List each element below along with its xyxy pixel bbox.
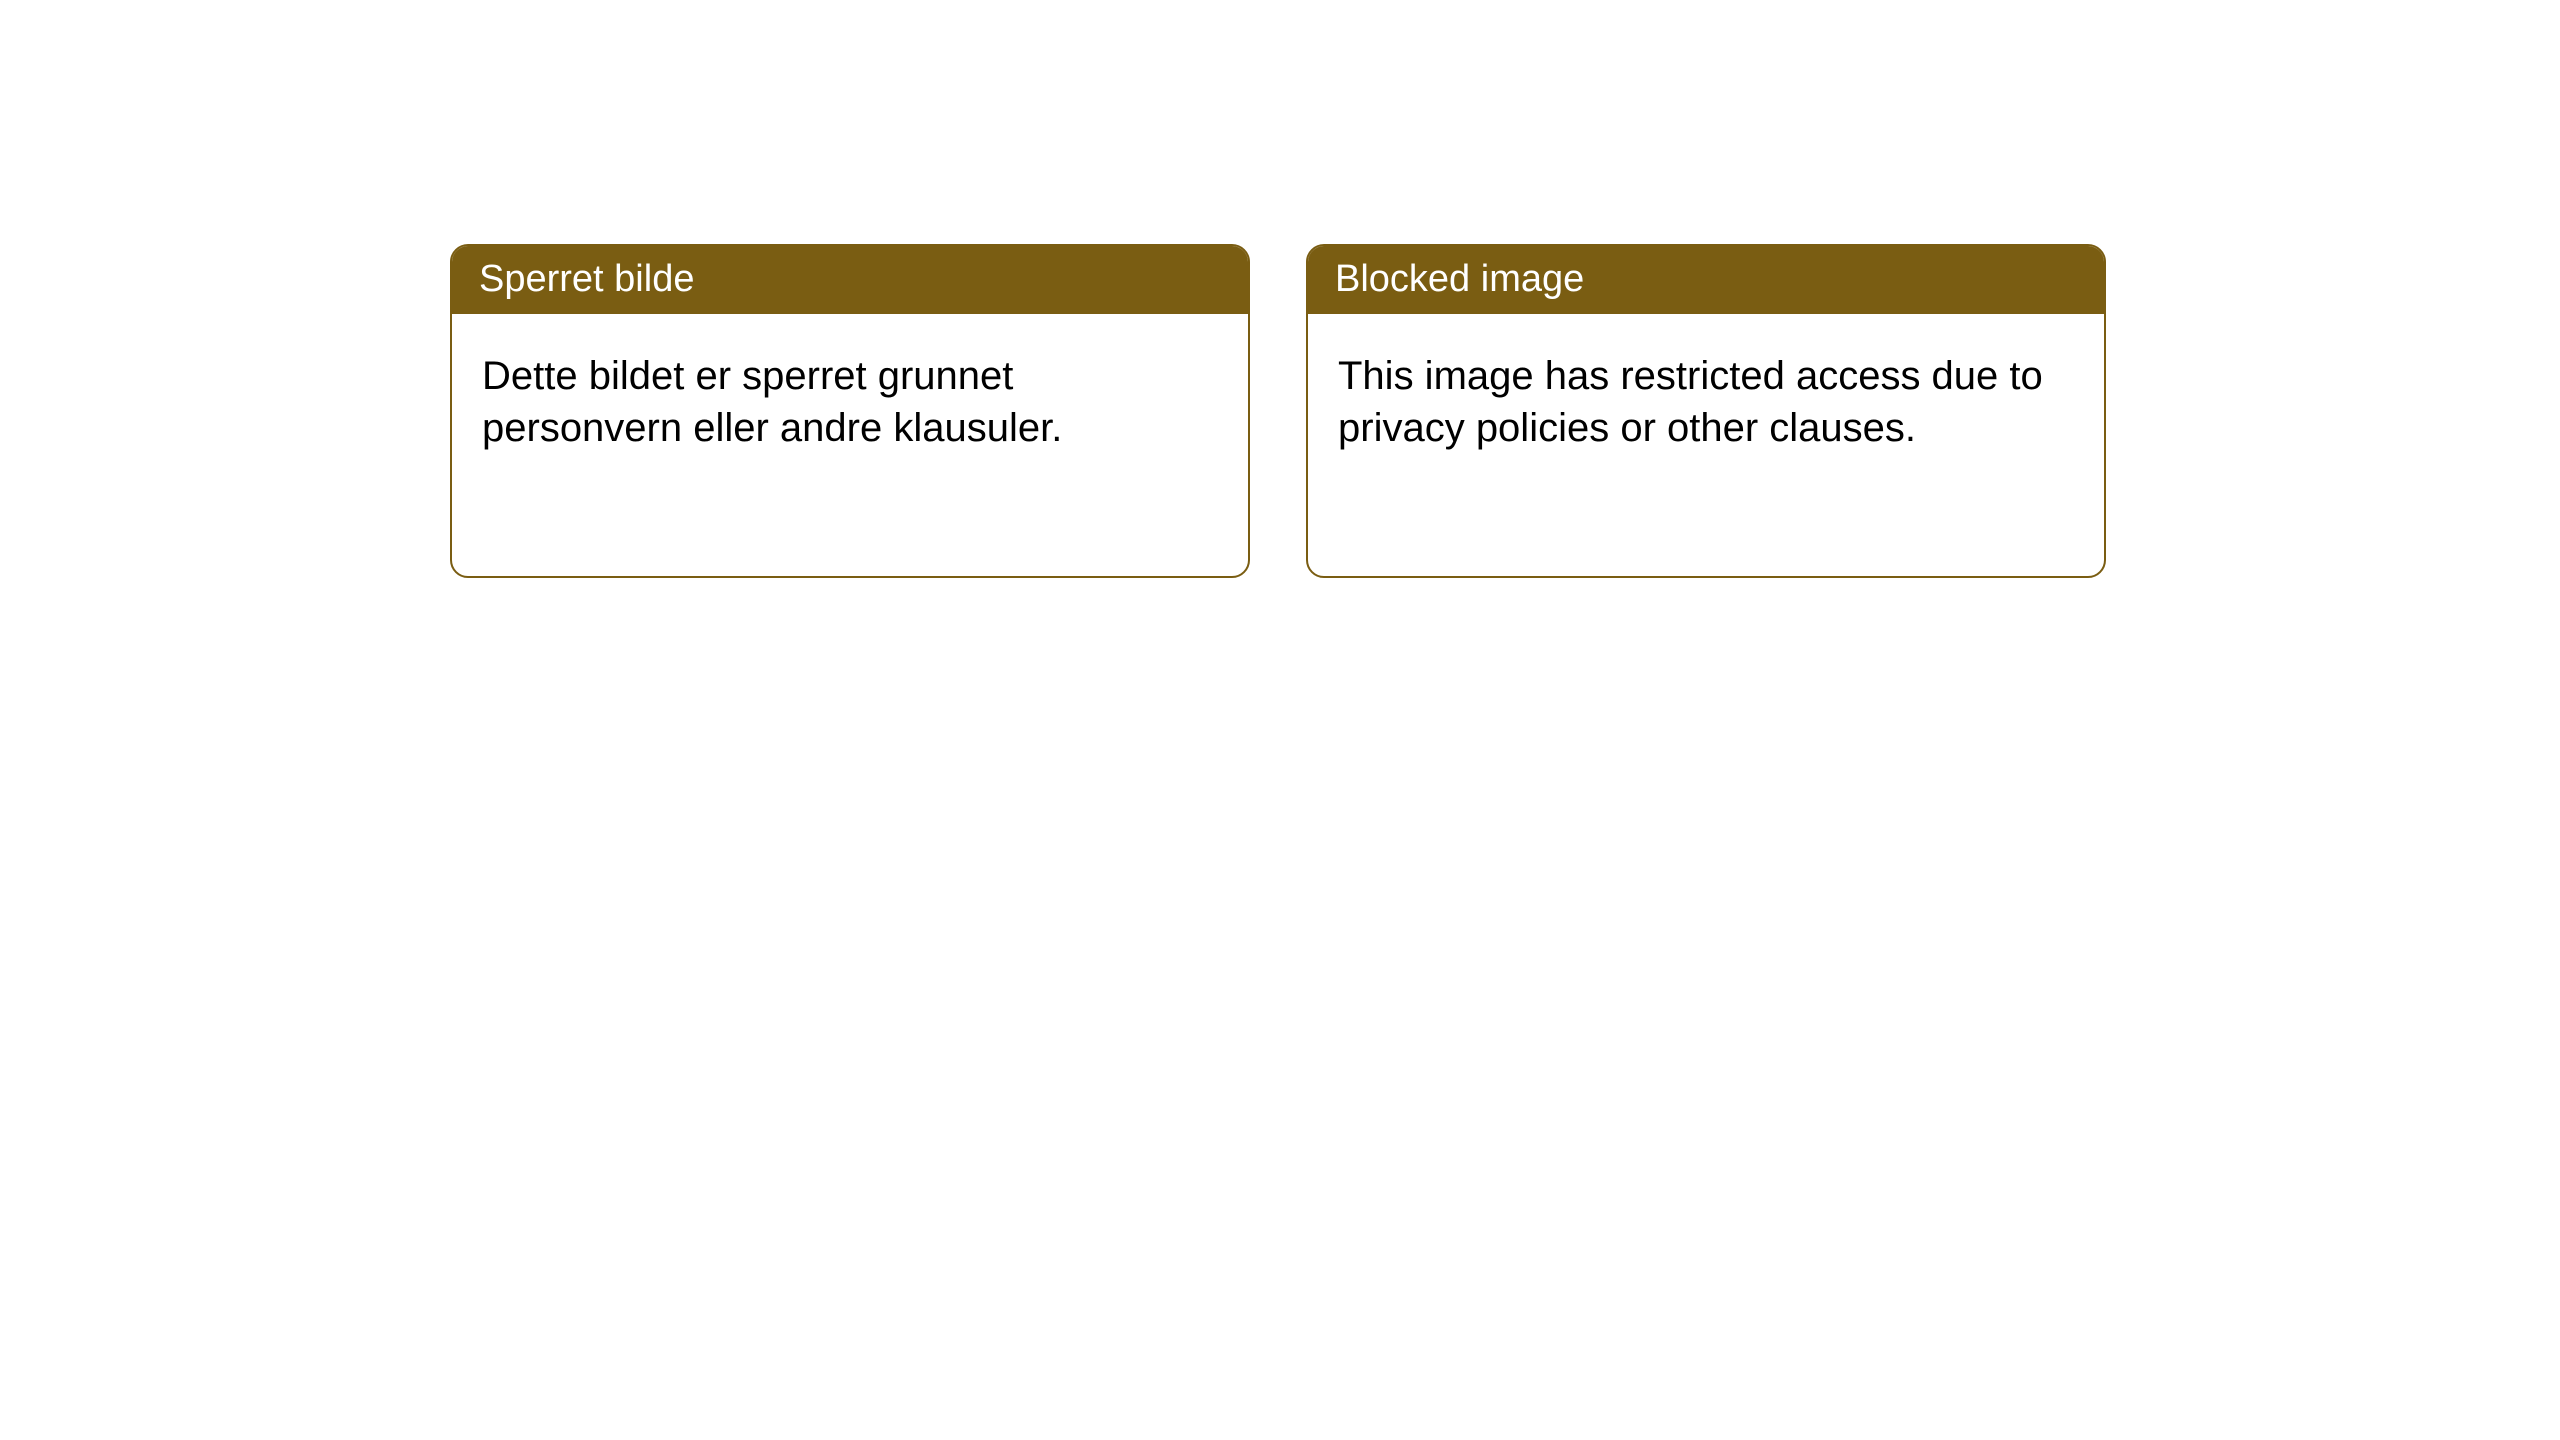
notice-container: Sperret bilde Dette bildet er sperret gr… <box>450 244 2106 578</box>
notice-body-english: This image has restricted access due to … <box>1308 314 2104 490</box>
notice-box-english: Blocked image This image has restricted … <box>1306 244 2106 578</box>
notice-header-norwegian: Sperret bilde <box>452 246 1248 314</box>
notice-body-norwegian: Dette bildet er sperret grunnet personve… <box>452 314 1248 490</box>
notice-box-norwegian: Sperret bilde Dette bildet er sperret gr… <box>450 244 1250 578</box>
notice-header-english: Blocked image <box>1308 246 2104 314</box>
